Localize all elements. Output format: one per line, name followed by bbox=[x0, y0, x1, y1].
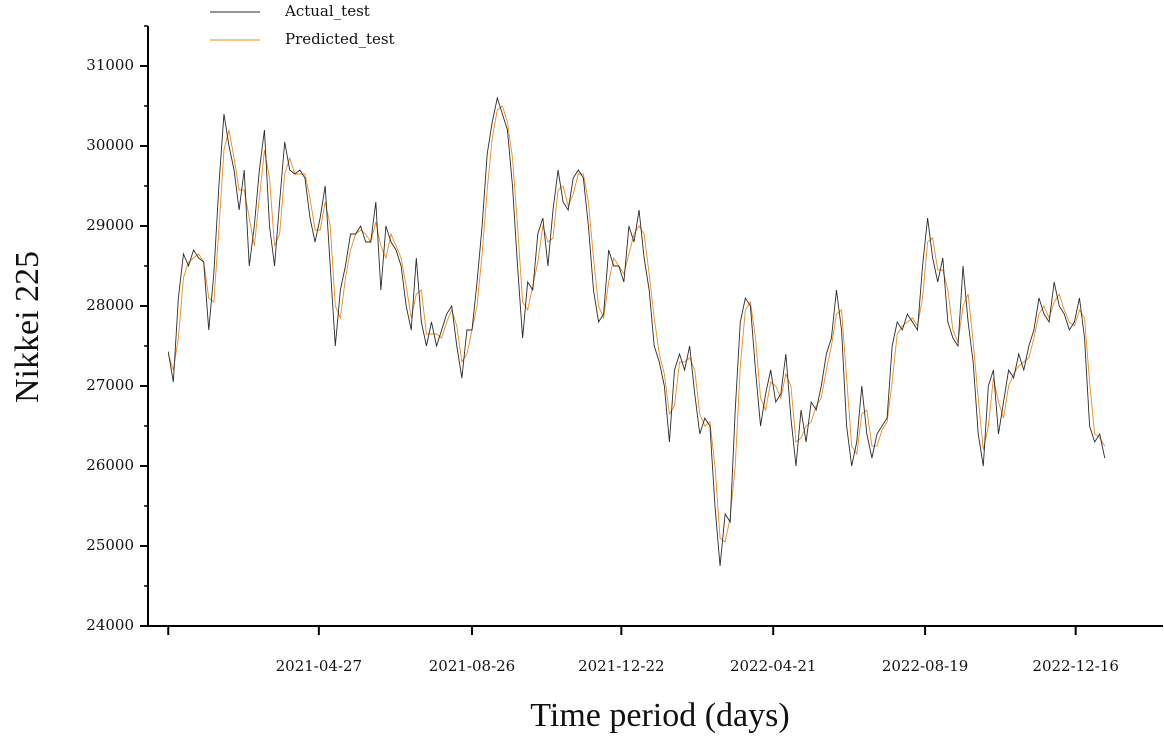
y-tick-label: 27000 bbox=[86, 376, 134, 394]
x-tick-label: 2022-12-16 bbox=[1032, 657, 1118, 675]
x-tick-label: 2021-08-26 bbox=[429, 657, 515, 675]
y-tick-label: 29000 bbox=[86, 216, 134, 234]
y-tick-label: 25000 bbox=[86, 536, 134, 554]
y-tick-label: 28000 bbox=[86, 296, 134, 314]
x-tick-label: 2022-08-19 bbox=[882, 657, 968, 675]
x-axis-label: Time period (days) bbox=[530, 697, 789, 734]
legend-label: Predicted_test bbox=[285, 30, 395, 48]
y-tick-label: 24000 bbox=[86, 616, 134, 634]
series-line bbox=[167, 96, 1106, 567]
x-tick-label: 2021-04-27 bbox=[276, 657, 362, 675]
y-tick-label: 26000 bbox=[86, 456, 134, 474]
x-tick-label: 2022-04-21 bbox=[730, 657, 816, 675]
y-axis-label: Nikkei 225 bbox=[9, 251, 46, 403]
series-line bbox=[167, 105, 1106, 543]
y-tick-label: 30000 bbox=[86, 136, 134, 154]
legend-label: Actual_test bbox=[284, 2, 370, 20]
y-tick-label: 31000 bbox=[86, 56, 134, 74]
x-tick-label: 2021-12-22 bbox=[578, 657, 664, 675]
